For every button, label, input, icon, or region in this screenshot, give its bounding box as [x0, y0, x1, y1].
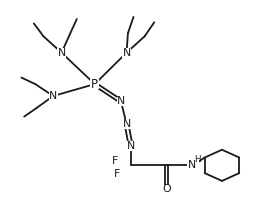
- FancyBboxPatch shape: [188, 160, 197, 170]
- FancyBboxPatch shape: [187, 160, 199, 170]
- Text: P: P: [91, 78, 98, 91]
- Text: N: N: [122, 119, 131, 129]
- Text: H: H: [195, 155, 201, 164]
- Text: N: N: [117, 96, 125, 106]
- FancyBboxPatch shape: [116, 97, 125, 106]
- Text: N: N: [126, 141, 135, 151]
- FancyBboxPatch shape: [122, 119, 131, 129]
- FancyBboxPatch shape: [163, 185, 170, 193]
- Text: N: N: [122, 48, 131, 58]
- FancyBboxPatch shape: [122, 48, 131, 58]
- Text: N: N: [187, 160, 196, 170]
- FancyBboxPatch shape: [113, 170, 120, 177]
- Text: F: F: [114, 169, 120, 179]
- FancyBboxPatch shape: [126, 141, 135, 151]
- Text: F: F: [112, 157, 119, 166]
- FancyBboxPatch shape: [57, 48, 66, 58]
- FancyBboxPatch shape: [90, 79, 99, 89]
- FancyBboxPatch shape: [112, 158, 119, 165]
- FancyBboxPatch shape: [49, 91, 58, 101]
- Text: N: N: [58, 48, 66, 58]
- Text: N: N: [49, 91, 57, 101]
- Text: O: O: [162, 184, 171, 194]
